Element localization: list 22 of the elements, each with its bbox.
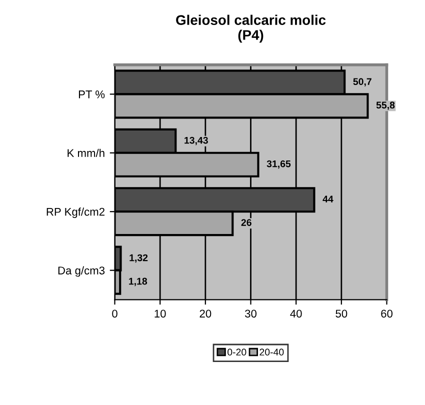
legend-label: 0-20 [228, 348, 246, 356]
data-label: 31,65 [266, 160, 291, 169]
y-tick-label: Da g/cm3 [58, 266, 105, 277]
data-label: 55,8 [376, 102, 395, 110]
chart-title: Gleiosol calcaric molic (P4) [176, 14, 326, 43]
data-label: 50,7 [353, 78, 372, 86]
x-tick-label: 60 [381, 310, 392, 318]
x-tick-label: 30 [244, 310, 256, 318]
data-label: 1,18 [129, 278, 148, 286]
data-label: 26 [241, 219, 252, 226]
y-tick-label: K mm/h [68, 148, 104, 158]
x-tick-label: 0 [112, 310, 118, 318]
legend-label: 20-40 [260, 348, 284, 356]
x-tick-label: 40 [290, 310, 302, 318]
x-tick-label: 10 [154, 310, 166, 318]
y-tick-label: RP Kgf/cm2 [46, 208, 104, 218]
data-label: 13,43 [184, 136, 208, 146]
data-label: 44 [322, 196, 334, 202]
x-tick-label: 50 [336, 310, 348, 318]
y-tick-label: PT % [78, 90, 105, 98]
x-tick-label: 20 [200, 310, 212, 318]
data-label: 1,32 [130, 254, 148, 263]
